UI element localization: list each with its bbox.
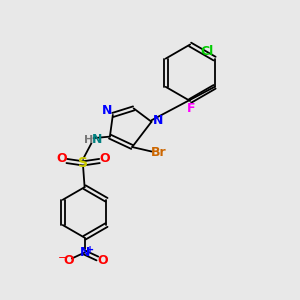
Text: S: S — [78, 156, 88, 170]
Text: H: H — [84, 135, 94, 145]
Text: N: N — [92, 133, 102, 146]
Text: N: N — [80, 246, 90, 259]
Text: O: O — [98, 254, 108, 267]
Text: O: O — [63, 254, 74, 267]
Text: Cl: Cl — [200, 45, 214, 58]
Text: Br: Br — [151, 146, 167, 160]
Text: −: − — [58, 253, 68, 263]
Text: O: O — [56, 152, 67, 165]
Text: N: N — [153, 114, 163, 127]
Text: F: F — [188, 102, 196, 115]
Text: O: O — [100, 152, 110, 165]
Text: +: + — [86, 244, 94, 255]
Text: N: N — [102, 104, 113, 117]
